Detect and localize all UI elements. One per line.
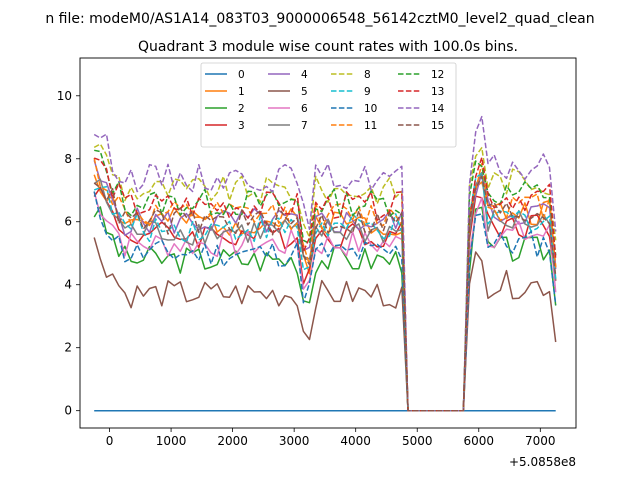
series-line-11 bbox=[93, 157, 557, 412]
y-tick-label: 8 bbox=[64, 152, 72, 166]
figure-suptitle: n file: modeM0/AS1A14_083T03_9000006548_… bbox=[45, 11, 594, 27]
legend-box bbox=[200, 62, 457, 148]
x-tick-label: 6000 bbox=[463, 434, 494, 448]
chart-title: Quadrant 3 module wise count rates with … bbox=[138, 39, 518, 55]
legend-label-13: 13 bbox=[431, 86, 444, 98]
x-tick-label: 0 bbox=[106, 434, 114, 448]
legend-label-8: 8 bbox=[364, 69, 371, 81]
series-line-8 bbox=[93, 143, 557, 412]
legend-label-9: 9 bbox=[364, 86, 371, 98]
y-tick-label: 0 bbox=[64, 404, 72, 418]
x-offset-label: +5.0858e8 bbox=[509, 455, 576, 469]
series-line-10 bbox=[93, 191, 557, 412]
y-axis: 0 2 4 6 8 10 bbox=[57, 89, 80, 418]
series-line-3 bbox=[93, 186, 557, 412]
legend-label-4: 4 bbox=[301, 69, 308, 81]
x-tick-label: 4000 bbox=[340, 434, 371, 448]
legend-label-5: 5 bbox=[301, 86, 308, 98]
legend-label-10: 10 bbox=[364, 103, 377, 115]
x-tick-label: 2000 bbox=[217, 434, 248, 448]
y-tick-label: 2 bbox=[64, 341, 72, 355]
legend-label-0: 0 bbox=[238, 69, 245, 81]
series-line-14 bbox=[93, 115, 557, 412]
series-line-15 bbox=[93, 175, 557, 412]
x-tick-label: 1000 bbox=[156, 434, 187, 448]
plot-frame bbox=[79, 57, 577, 429]
legend-label-2: 2 bbox=[238, 103, 245, 115]
legend-label-14: 14 bbox=[431, 103, 445, 115]
legend-label-3: 3 bbox=[238, 120, 245, 132]
series-line-6 bbox=[93, 191, 557, 412]
legend-label-12: 12 bbox=[431, 69, 444, 81]
legend-label-6: 6 bbox=[301, 103, 308, 115]
x-tick-label: 3000 bbox=[279, 434, 310, 448]
x-axis: 0 1000 2000 3000 4000 5000 6000 7000 bbox=[106, 428, 556, 448]
legend-label-15: 15 bbox=[431, 120, 444, 132]
legend-label-1: 1 bbox=[238, 86, 245, 98]
y-tick-label: 4 bbox=[64, 278, 72, 292]
legend-label-7: 7 bbox=[301, 120, 308, 132]
y-tick-label: 10 bbox=[57, 89, 72, 103]
x-tick-label: 5000 bbox=[402, 434, 433, 448]
plot-lines bbox=[93, 115, 557, 412]
legend-label-11: 11 bbox=[364, 120, 377, 132]
series-line-9 bbox=[93, 172, 557, 412]
x-tick-label: 7000 bbox=[525, 434, 556, 448]
series-line-13 bbox=[93, 156, 557, 412]
series-line-5 bbox=[93, 237, 557, 412]
y-tick-label: 6 bbox=[64, 215, 72, 229]
